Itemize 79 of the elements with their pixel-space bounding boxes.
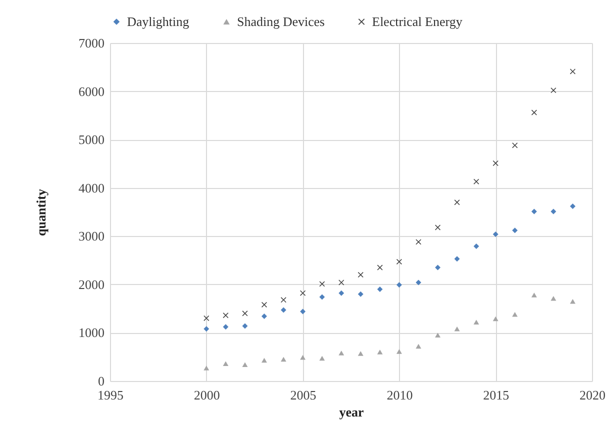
point — [435, 332, 440, 338]
point — [531, 208, 537, 214]
point — [300, 290, 306, 296]
point — [570, 203, 576, 209]
point — [550, 208, 556, 214]
y-axis-title: quantity — [34, 188, 48, 236]
point — [262, 302, 267, 308]
point — [416, 239, 422, 245]
point — [242, 362, 248, 367]
point — [454, 256, 460, 262]
point — [338, 280, 344, 286]
point — [358, 351, 364, 356]
point — [319, 356, 325, 361]
point — [570, 298, 576, 304]
point — [492, 160, 498, 166]
point — [338, 290, 344, 296]
point — [454, 326, 460, 332]
x-tick-label: 2010 — [386, 388, 413, 402]
x-tick-label: 2015 — [483, 388, 510, 402]
point — [319, 294, 325, 300]
point — [396, 349, 402, 354]
point — [550, 296, 556, 301]
point — [377, 286, 383, 292]
point — [454, 200, 460, 206]
point — [300, 354, 306, 360]
point — [474, 178, 480, 184]
point — [280, 307, 286, 313]
point — [435, 264, 440, 270]
point — [474, 244, 480, 250]
x-tick-label: 2000 — [194, 388, 220, 402]
legend-label: Daylighting — [127, 14, 190, 29]
point — [358, 291, 364, 297]
point — [492, 231, 498, 237]
point — [242, 310, 248, 316]
x-tick-label: 2005 — [290, 388, 316, 402]
point — [512, 228, 518, 234]
point — [377, 350, 383, 354]
point — [262, 358, 267, 363]
point — [204, 366, 210, 370]
point — [435, 224, 440, 230]
point — [338, 350, 344, 356]
point — [280, 297, 286, 303]
point — [416, 280, 422, 286]
point — [531, 292, 537, 298]
legend-label: Electrical Energy — [372, 14, 463, 29]
point — [204, 326, 210, 332]
x-axis-title: year — [339, 404, 364, 420]
point — [474, 320, 480, 324]
x-tick-label: 1995 — [98, 388, 124, 402]
y-tick-label: 6000 — [78, 84, 104, 99]
point — [222, 361, 228, 366]
point — [512, 142, 518, 148]
legend-label: Shading Devices — [237, 14, 325, 29]
point — [550, 88, 556, 94]
point — [396, 282, 402, 288]
y-tick-label: 5000 — [78, 132, 104, 148]
x-tick-label: 2020 — [580, 388, 606, 402]
point — [396, 258, 402, 264]
point — [319, 281, 325, 287]
point — [280, 356, 286, 362]
y-tick-label: 1000 — [78, 325, 104, 340]
point — [300, 308, 306, 314]
point — [512, 312, 518, 317]
point — [531, 110, 537, 116]
point — [570, 68, 576, 74]
y-tick-label: 0 — [98, 374, 104, 388]
y-tick-label: 2000 — [78, 276, 104, 292]
y-tick-label: 4000 — [78, 180, 104, 196]
point — [242, 323, 248, 329]
point — [204, 315, 210, 321]
point — [222, 324, 228, 330]
point — [262, 314, 267, 320]
point — [416, 344, 422, 349]
point — [222, 312, 228, 318]
y-tick-label: 7000 — [78, 36, 104, 50]
point — [358, 272, 364, 278]
y-tick-label: 3000 — [78, 228, 104, 244]
point — [377, 264, 383, 270]
point — [492, 316, 498, 322]
